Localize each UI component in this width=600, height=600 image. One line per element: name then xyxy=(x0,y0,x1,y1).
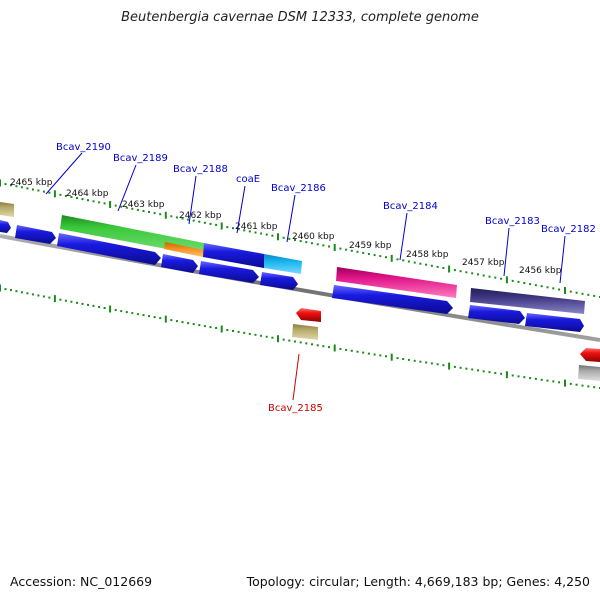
kbp-tick-label: 2461 kbp xyxy=(235,222,278,232)
cds-arrow[interactable] xyxy=(199,261,259,283)
feature-bcav-2183-purple[interactable] xyxy=(470,288,585,314)
kbp-tick-label: 2463 kbp xyxy=(122,200,165,210)
page-title: Beutenbergia cavernae DSM 12333, complet… xyxy=(121,10,479,25)
leader-line xyxy=(399,212,408,261)
kbp-tick-label: 2464 kbp xyxy=(66,189,109,199)
gene-label-bcav-2182[interactable]: Bcav_2182 xyxy=(541,224,596,235)
gene-label-bcav-2183[interactable]: Bcav_2183 xyxy=(485,216,540,227)
gene-label-bcav-2188[interactable]: Bcav_2188 xyxy=(173,164,228,175)
kbp-tick-label: 2465 kbp xyxy=(10,178,53,188)
kbp-tick-label: 2457 kbp xyxy=(462,258,505,268)
forward-features xyxy=(0,202,585,314)
leader-line xyxy=(45,152,83,195)
gene-label-bcav-2186[interactable]: Bcav_2186 xyxy=(271,183,326,194)
cds-arrow[interactable] xyxy=(332,285,453,314)
cds-arrow[interactable] xyxy=(525,313,584,332)
reverse-features xyxy=(292,308,600,381)
gene-label-bcav-2189[interactable]: Bcav_2189 xyxy=(113,153,168,164)
feature-bcav-2186-cyan[interactable] xyxy=(264,254,302,274)
kbp-tick-label: 2459 kbp xyxy=(349,241,392,251)
leader-line xyxy=(292,353,300,401)
cds-arrow[interactable] xyxy=(57,233,161,265)
genome-backbone xyxy=(0,234,600,342)
inner-tick-ring xyxy=(0,284,600,389)
feature-coae-blue[interactable] xyxy=(203,243,264,268)
kbp-tick-label: 2460 kbp xyxy=(292,232,335,242)
cds-arrow[interactable] xyxy=(0,220,11,233)
cds-arrow[interactable] xyxy=(161,254,198,273)
forward-cds-arrows xyxy=(0,220,584,332)
leader-line xyxy=(286,194,296,243)
feature-bcav-2185-tan[interactable] xyxy=(292,324,318,340)
gene-labels: Bcav_2190 Bcav_2189 Bcav_2188 coaE Bcav_… xyxy=(56,142,596,414)
feature-bcav-2184-magenta[interactable] xyxy=(336,267,457,298)
leader-line xyxy=(503,227,510,277)
cds-arrow[interactable] xyxy=(468,305,525,324)
leader-line xyxy=(188,175,197,225)
kbp-tick-label: 2462 kbp xyxy=(179,211,222,221)
kbp-tick-label: 2458 kbp xyxy=(406,250,449,260)
accession-label: Accession: NC_012669 xyxy=(10,574,153,589)
cds-arrow[interactable] xyxy=(260,272,298,290)
leader-line xyxy=(117,164,137,212)
gene-label-bcav-2190[interactable]: Bcav_2190 xyxy=(56,142,111,153)
gene-label-bcav-2185[interactable]: Bcav_2185 xyxy=(268,403,323,414)
kbp-tick-label: 2456 kbp xyxy=(519,266,562,276)
feature-red-arrow-right[interactable] xyxy=(580,348,600,362)
cds-arrow[interactable] xyxy=(15,225,56,244)
leader-line xyxy=(236,185,246,234)
feature-gray-right[interactable] xyxy=(578,365,600,381)
kbp-tick-labels: 2465 kbp 2464 kbp 2463 kbp 2462 kbp 2461… xyxy=(10,178,562,276)
feature-bcav-2188-orange[interactable] xyxy=(164,242,204,257)
outer-tick-ring xyxy=(0,179,600,298)
feature-tan-left[interactable] xyxy=(0,202,14,217)
gene-label-coae[interactable]: coaE xyxy=(236,174,260,185)
gene-label-bcav-2184[interactable]: Bcav_2184 xyxy=(383,201,438,212)
label-leader-lines xyxy=(45,152,566,401)
leader-line xyxy=(559,235,566,284)
topology-label: Topology: circular; Length: 4,669,183 bp… xyxy=(246,574,590,589)
feature-bcav-2185-red-arrow[interactable] xyxy=(296,308,321,322)
